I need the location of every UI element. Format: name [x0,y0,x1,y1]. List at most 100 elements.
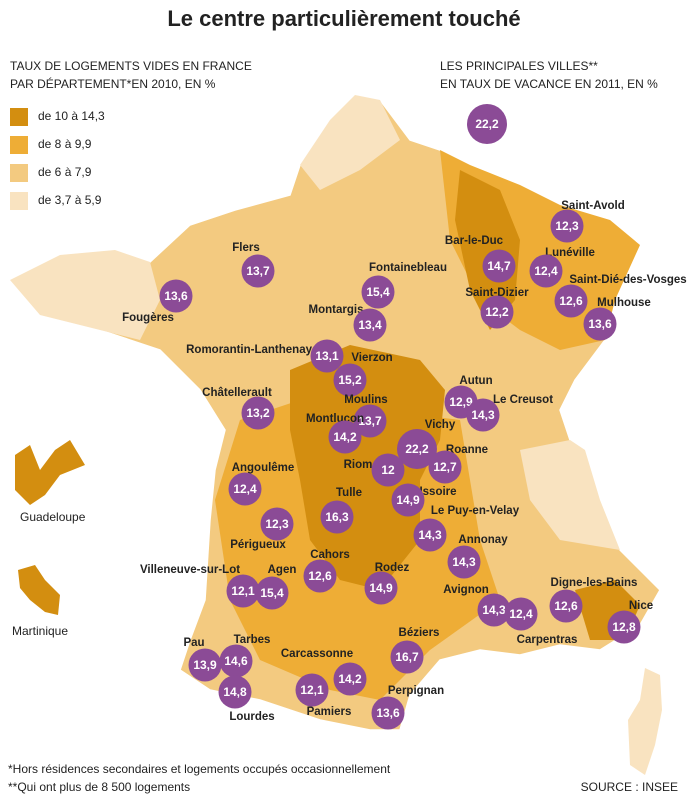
city-name: Montargis [309,304,364,316]
city-name: Tulle [336,487,362,499]
city-name: Nice [629,600,653,612]
cities-heading: LES PRINCIPALES VILLES** [440,59,598,73]
city-name: Avignon [443,584,489,596]
bubble-label: 14,7 [487,259,511,273]
bubble [447,545,481,579]
bubble [228,472,262,506]
city-name: Mulhouse [597,297,651,309]
region-light [520,440,620,550]
bubble-label: 13,6 [588,317,612,331]
city-name: Agen [268,564,297,576]
corsica [628,668,662,775]
city-name: Montluçon [306,413,364,425]
bubble [159,279,193,313]
city-name: Fontainebleau [369,262,447,274]
bubble [371,696,405,730]
city-name: Vierzon [351,352,392,364]
bubble [480,295,514,329]
bubble [413,518,447,552]
city-name: Pamiers [307,706,352,718]
overseas-label: Martinique [12,624,68,638]
bubble-label: 13,2 [246,406,270,420]
legend-swatch [10,136,28,154]
legend-swatch [10,108,28,126]
bubble [390,640,424,674]
bubble-label: 12,6 [554,599,578,613]
city-name: Tarbes [234,634,271,646]
legend-label: de 3,7 à 5,9 [38,193,102,207]
bubble-label: 22,2 [405,442,429,456]
bubble-label: 14,2 [333,430,357,444]
bubble-label: 13,1 [315,349,339,363]
bubble-label: 14,3 [452,555,476,569]
bubble-label: 12,1 [300,683,324,697]
bubble [310,339,344,373]
bubble [467,104,507,144]
city-name: Issoire [419,486,456,498]
city-name: Châtellerault [202,387,272,399]
bubble-label: 12,7 [433,460,457,474]
city-name: Pau [183,637,204,649]
bubble [353,404,387,438]
city-name: Digne-les-Bains [551,577,638,589]
legend-swatch [10,192,28,210]
bubble [371,453,405,487]
city-name: Romorantin-Lanthenay [186,344,312,356]
bubble [504,597,538,631]
bubble-label: 12,9 [449,395,473,409]
city-name: Cahors [310,549,350,561]
bubble-label: 14,8 [223,685,247,699]
bubble [391,483,425,517]
city-name: Lunéville [545,247,595,259]
cities-heading: EN TAUX DE VACANCE EN 2011, EN % [440,77,658,91]
bubble [255,576,289,610]
city-name: Perpignan [388,685,444,697]
legend-label: de 10 à 14,3 [38,109,105,123]
bubble-label: 14,2 [338,672,362,686]
bubble-label: 22,2 [475,117,499,131]
bubble-label: 12,6 [559,294,583,308]
bubble-label: 14,3 [482,603,506,617]
bubble-label: 13,6 [376,706,400,720]
bubble [303,559,337,593]
bubble-label: 15,2 [338,373,362,387]
bubble-label: 13,4 [358,318,382,332]
bubble-label: 15,4 [260,586,284,600]
bubble [361,275,395,309]
bubble [549,589,583,623]
city-name: Le Creusot [493,394,553,406]
bubble [364,571,398,605]
bubble [550,209,584,243]
city-name: Le Puy-en-Velay [431,505,520,517]
region-dark [455,170,520,330]
city-name: Villeneuve-sur-Lot [140,564,240,576]
bubble [333,662,367,696]
footnote: **Qui ont plus de 8 500 logements [8,780,190,794]
city-name: Annonay [458,534,508,546]
bubble [241,254,275,288]
city-name: Rodez [375,562,410,574]
region-light [300,95,400,190]
bubble-label: 13,9 [193,658,217,672]
bubble [333,363,367,397]
city-name: Riom [344,459,373,471]
bubble-label: 16,3 [325,510,349,524]
city-name: Flers [232,242,260,254]
overseas-label: Guadeloupe [20,510,86,524]
city-name: Vichy [425,419,456,431]
city-name: Bar-le-Duc [445,235,504,247]
guadeloupe [15,440,85,505]
bubble-label: 12,3 [265,517,289,531]
bubble-label: 14,3 [471,408,495,422]
city-name: Carpentras [517,634,578,646]
city-name: Béziers [399,627,440,639]
bubble [320,500,354,534]
city-name: Carcassonne [281,648,353,660]
bubble-label: 12,1 [231,584,255,598]
bubble [260,507,294,541]
bubble-label: 12,4 [534,264,558,278]
legend-label: de 6 à 7,9 [38,165,92,179]
bubble-label: 14,6 [224,654,248,668]
